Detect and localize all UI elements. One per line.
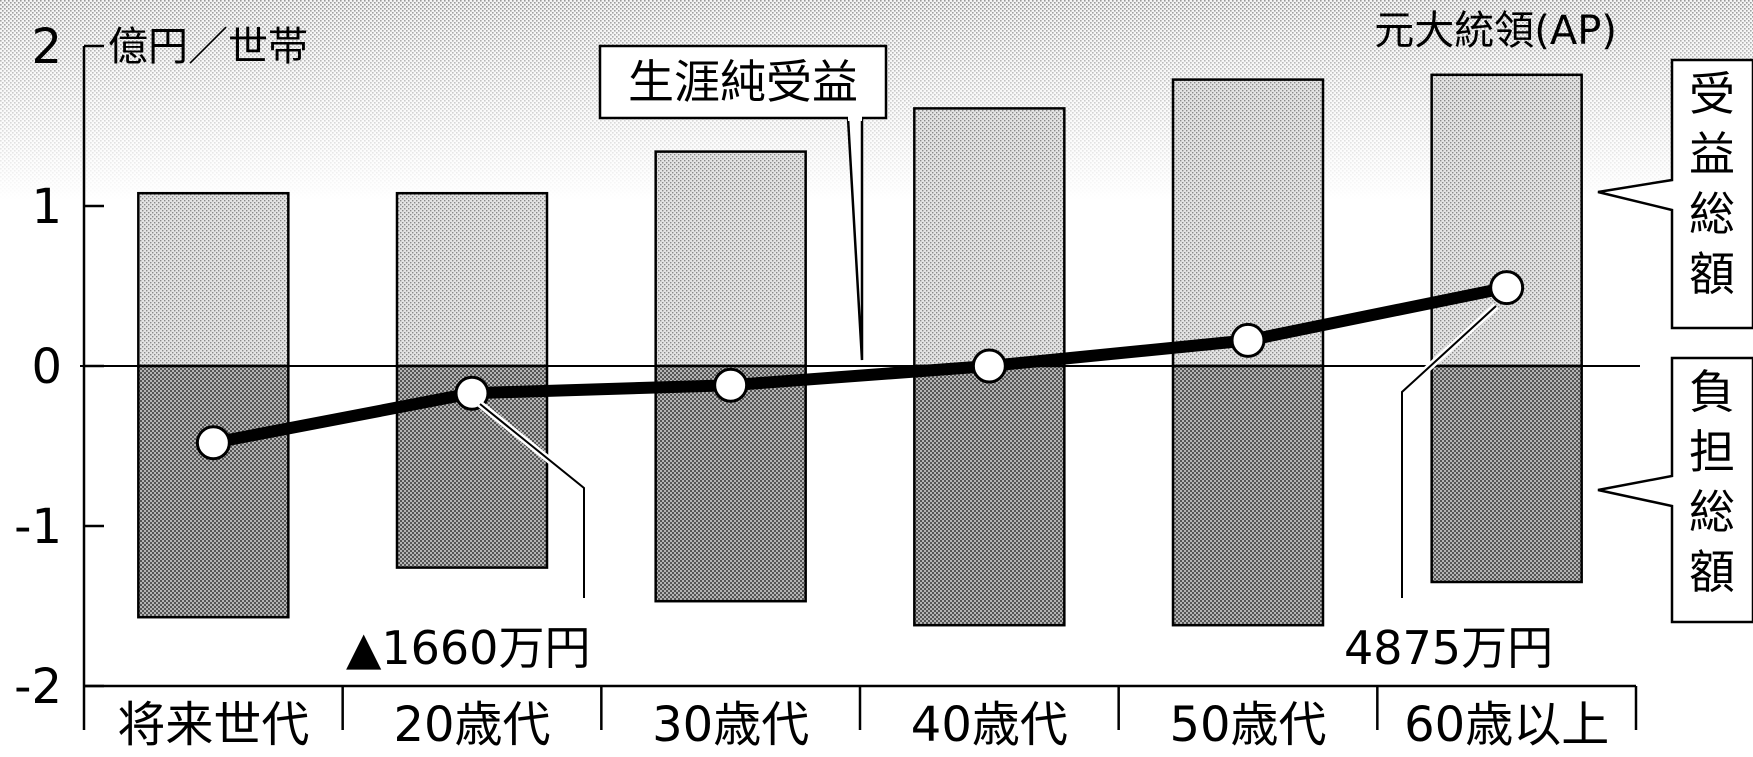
source-credit: 元大統領(AP) — [1374, 8, 1617, 54]
net-benefit-point — [454, 375, 490, 411]
burden-bar — [654, 364, 807, 603]
y-axis: 2 1 0 -1 -2 — [14, 19, 104, 715]
y-tick-label: 1 — [31, 179, 62, 235]
benefit-bar — [137, 191, 290, 368]
benefit-bars — [137, 73, 1583, 368]
min-annotation: ▲1660万円 — [346, 401, 590, 675]
benefit-bar — [654, 150, 807, 368]
y-tick-label: -1 — [14, 499, 62, 555]
net-benefit-point — [713, 367, 749, 403]
y-tick-label: 0 — [31, 339, 62, 395]
net-benefit-point — [1489, 270, 1525, 306]
net-benefit-path — [212, 281, 1508, 449]
max-annotation-label: 4875万円 — [1344, 621, 1553, 675]
y-tick-label: -2 — [14, 659, 62, 715]
benefit-total-callout: 受益総額 — [1597, 58, 1753, 330]
max-annotation: 4875万円 — [1344, 303, 1553, 675]
x-tick-label: 40歳代 — [911, 697, 1068, 753]
x-tick-label: 60歳以上 — [1404, 697, 1609, 753]
x-tick-label: 50歳代 — [1169, 697, 1326, 753]
burden-bar — [1430, 364, 1583, 584]
x-tick-label: 将来世代 — [117, 697, 309, 753]
net-benefit-callout: 生涯純受益 — [598, 44, 888, 361]
y-tick-label: 2 — [31, 19, 62, 75]
net-benefit-point — [971, 348, 1007, 384]
burden-bar — [137, 364, 290, 619]
burden-bar — [913, 364, 1066, 627]
burden-total-callout: 負担総額 — [1597, 356, 1753, 624]
burden-bar — [1171, 364, 1325, 627]
burden-total-label: 負担総額 — [1689, 365, 1735, 599]
benefit-bar — [1171, 78, 1325, 368]
benefit-total-label: 受益総額 — [1689, 67, 1735, 301]
y-unit-label: 億円／世帯 — [108, 24, 308, 70]
x-tick-label: 30歳代 — [652, 697, 809, 753]
x-axis: 将来世代 20歳代 30歳代 40歳代 50歳代 60歳以上 — [82, 684, 1638, 753]
benefit-bar — [1430, 73, 1583, 368]
benefit-bar — [395, 191, 549, 368]
burden-bars — [137, 364, 1583, 627]
net-benefit-line — [195, 270, 1525, 461]
min-annotation-label: ▲1660万円 — [346, 621, 590, 675]
net-benefit-point — [1230, 322, 1266, 358]
x-tick-label: 20歳代 — [393, 697, 550, 753]
net-benefit-callout-label: 生涯純受益 — [628, 55, 858, 109]
net-benefit-point — [195, 425, 231, 461]
benefit-bar — [913, 107, 1066, 368]
